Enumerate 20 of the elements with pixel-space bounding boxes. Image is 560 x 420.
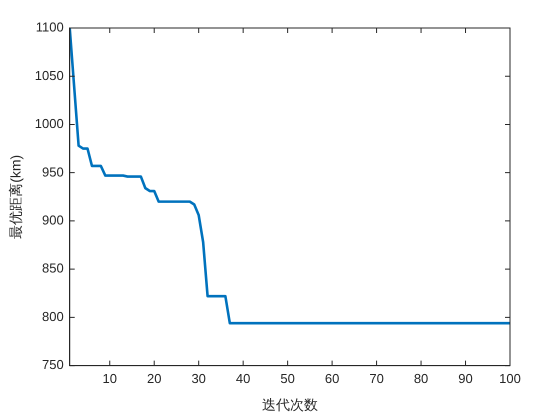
x-tick-label: 50 <box>280 370 295 386</box>
y-tick-label: 900 <box>42 212 64 228</box>
y-axis-title: 最优距离(km) <box>7 154 24 239</box>
y-tick-label: 850 <box>42 260 64 276</box>
x-tick-label: 100 <box>499 370 521 386</box>
y-tick-label: 1050 <box>34 68 64 83</box>
y-tick-label: 1100 <box>36 20 64 35</box>
y-tick-label: 950 <box>42 164 64 180</box>
x-tick-label: 20 <box>146 370 162 386</box>
x-tick-label: 90 <box>458 370 473 386</box>
y-tick-label: 750 <box>42 357 64 372</box>
x-tick-label: 70 <box>369 370 384 386</box>
x-tick-label: 80 <box>414 370 428 386</box>
x-tick-label: 10 <box>102 370 117 386</box>
x-tick-label: 60 <box>324 370 340 386</box>
x-tick-label: 40 <box>236 370 250 386</box>
x-axis-title: 迭代次数 <box>262 396 318 412</box>
y-tick-label: 1000 <box>34 116 64 132</box>
y-tick-label: 800 <box>42 308 64 324</box>
x-tick-label: 30 <box>191 370 206 386</box>
